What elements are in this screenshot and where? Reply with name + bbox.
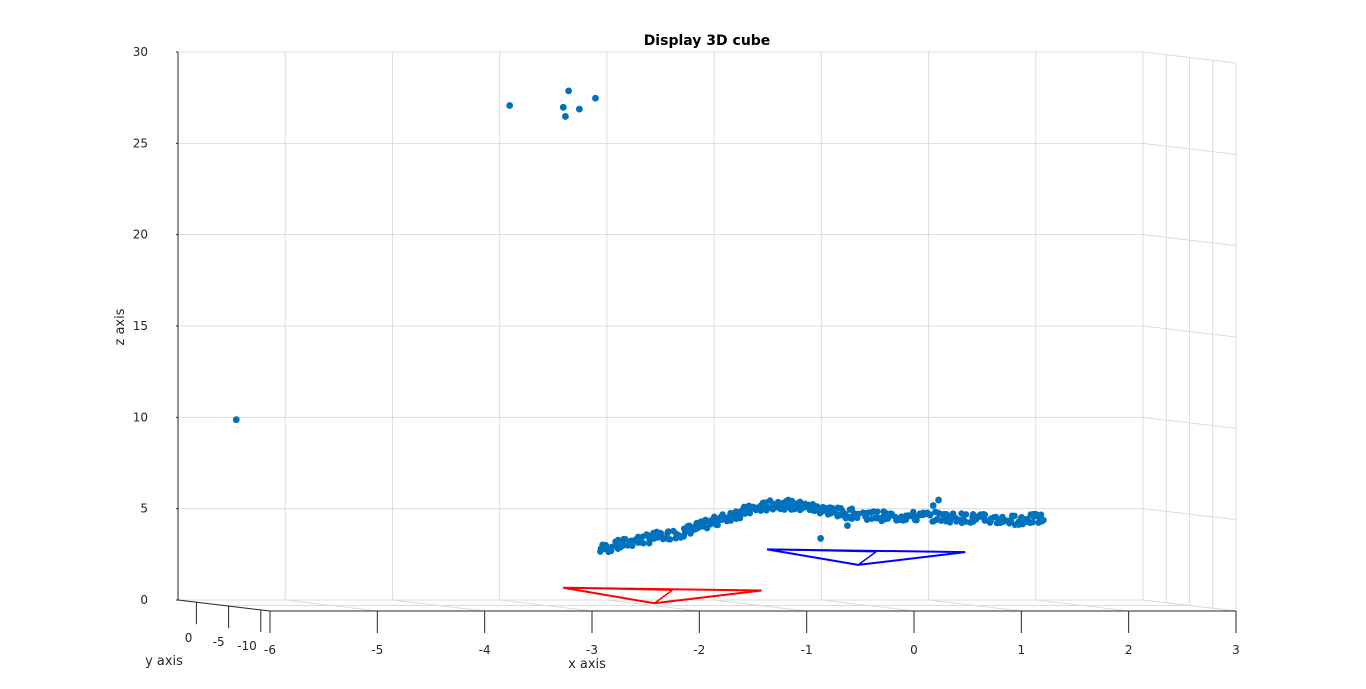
x-tick-label: 2 [1125,643,1133,657]
data-point [962,511,970,518]
data-point [817,535,825,542]
data-point [929,502,937,509]
x-axis-label: x axis [568,657,606,672]
z-tick-label: 5 [140,502,148,516]
y-axis-label: y axis [145,654,183,669]
data-point [602,541,609,549]
data-point [935,496,942,504]
data-point [666,536,674,543]
x-tick-label: -2 [693,643,705,657]
data-point [559,103,567,111]
data-point [999,513,1006,521]
camera-frustum-blue-edge [857,551,877,566]
plot-area [232,87,1047,605]
grid-lines [177,51,1237,612]
axes [176,51,1237,633]
data-point [844,522,851,530]
data-point [664,528,672,535]
camera-frustum-blue-edge [766,548,877,553]
data-point [874,508,881,515]
data-point [622,536,629,543]
y-axis-line [177,599,271,612]
data-point [764,503,771,511]
chart-title: Display 3D cube [644,33,771,49]
y-tick-label: 0 [185,631,193,645]
data-point [746,510,754,517]
y-tick-label: -10 [237,639,257,653]
data-point [926,512,934,519]
x-tick-label: -1 [801,643,813,657]
x-tick-label: 0 [910,643,918,657]
data-point [640,540,647,547]
data-point [506,102,514,109]
z-tick-label: 20 [133,228,148,242]
camera-frustum-blue [766,548,966,566]
data-point [887,510,895,517]
z-axis-label: z axis [113,308,128,345]
camera-frustum-red-edge [653,589,673,604]
x-tick-label: -5 [371,643,383,657]
data-point [232,416,240,424]
data-point [1037,511,1045,518]
x-tick-label: 1 [1018,643,1026,657]
x-tick-label: -6 [264,643,276,657]
x-tick-label: -3 [586,643,598,657]
x-tick-label: -4 [479,643,491,657]
data-point [1029,519,1036,526]
z-tick-label: 10 [133,410,148,424]
z-tick-label: 15 [133,319,148,333]
z-tick-label: 0 [140,593,148,607]
data-point [1040,516,1047,524]
z-tick-label: 30 [133,45,148,59]
data-point [657,529,665,537]
data-point [1009,513,1016,520]
camera-frustum-red-edge [563,586,673,591]
data-point [659,535,667,543]
data-point [757,507,765,514]
camera-frustum-red [563,586,762,605]
data-point [592,94,599,102]
data-point [913,517,920,524]
data-point [848,515,856,522]
data-point [727,517,734,524]
z-tick-label: 25 [133,136,148,150]
x-tick-label: 3 [1232,643,1240,657]
data-point [575,105,583,113]
data-point [969,511,977,518]
y-tick-label: -5 [213,635,225,649]
data-point [562,113,569,120]
data-point [796,498,804,505]
data-point [565,87,573,95]
